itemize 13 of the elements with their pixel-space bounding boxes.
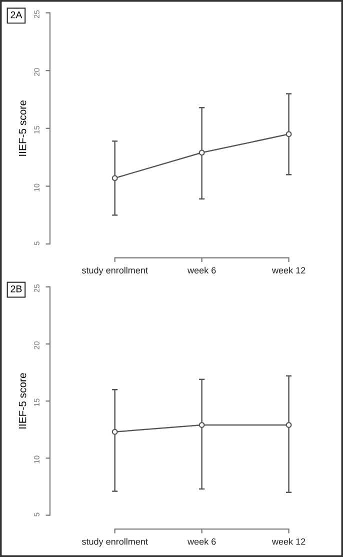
x-tick-label: study enrollment: [82, 538, 148, 547]
text: 2A: [10, 11, 22, 18]
point: [198, 150, 205, 156]
x-tick-label: week 6: [188, 266, 216, 274]
y-axis-title: IIEF-5 score: [18, 373, 26, 428]
y-axis-title: IIEF-5 score: [18, 100, 26, 156]
point: [286, 131, 292, 138]
text: 2B: [10, 285, 22, 292]
x-tick-label: week 6: [188, 538, 216, 545]
x-tick-label: week 12: [272, 538, 306, 545]
x-tick-label: study enrollment: [82, 266, 148, 276]
point: [112, 175, 118, 182]
x-tick-label: week 12: [272, 266, 306, 274]
